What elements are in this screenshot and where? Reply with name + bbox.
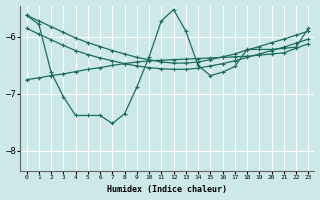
X-axis label: Humidex (Indice chaleur): Humidex (Indice chaleur) — [108, 185, 228, 194]
